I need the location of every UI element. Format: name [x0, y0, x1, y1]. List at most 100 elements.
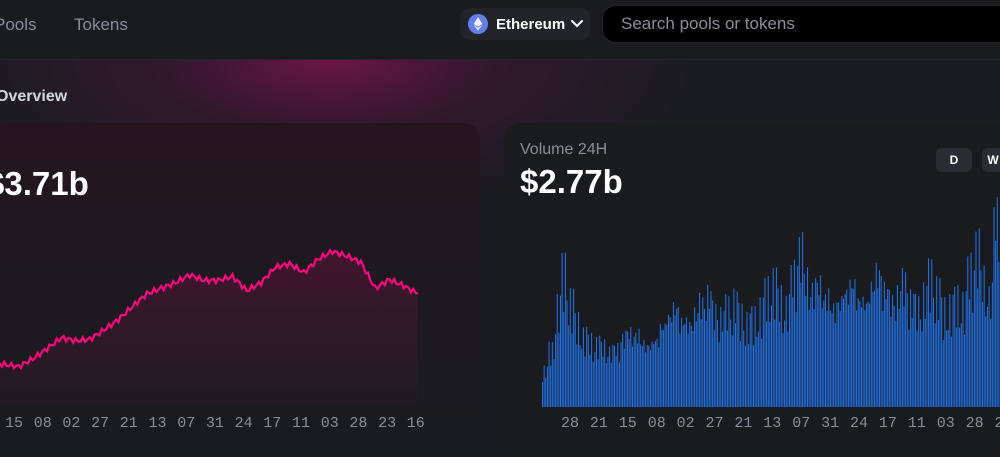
volume-bar: [991, 282, 993, 407]
volume-bar: [746, 311, 748, 407]
timeframe-day-button[interactable]: D: [936, 148, 972, 172]
volume-bar: [860, 307, 862, 407]
volume-bar: [542, 382, 544, 407]
volume-bar: [942, 340, 944, 407]
volume-bar: [810, 297, 812, 407]
volume-bar: [852, 289, 854, 407]
volume-bar: [548, 341, 550, 407]
volume-bar: [690, 325, 692, 407]
volume-bar: [582, 327, 584, 407]
volume-bar: [800, 282, 802, 407]
volume-bar: [627, 331, 629, 407]
volume-bar: [939, 278, 941, 407]
volume-bar: [697, 313, 699, 407]
volume-bar: [689, 322, 691, 407]
volume-bar: [651, 341, 653, 407]
timeframe-week-button[interactable]: W: [982, 148, 1000, 172]
volume-bar: [594, 352, 596, 407]
volume-bar: [618, 362, 620, 407]
volume-bar: [587, 334, 589, 407]
volume-bar: [633, 336, 635, 407]
volume-bar: [842, 298, 845, 407]
volume-bar: [851, 288, 853, 407]
volume-x-tick-label: 24: [850, 415, 868, 432]
volume-bar: [597, 359, 599, 407]
volume-bar: [782, 333, 784, 407]
volume-x-tick-label: 28: [966, 415, 984, 432]
volume-bar: [682, 325, 684, 407]
volume-bar: [556, 293, 558, 407]
volume-bar: [944, 297, 946, 407]
volume-bar: [595, 336, 598, 407]
volume-bar: [982, 301, 984, 407]
volume-bar: [869, 303, 871, 407]
volume-bar: [921, 331, 923, 407]
volume-bar: [574, 313, 576, 407]
volume-bar: [986, 306, 988, 407]
volume-bar: [687, 333, 689, 407]
volume-bar: [998, 261, 1000, 407]
tvl-x-tick-label: 24: [235, 415, 253, 432]
volume-bar: [919, 319, 921, 407]
volume-bar: [954, 286, 956, 407]
volume-bar: [829, 310, 831, 407]
volume-bar: [615, 356, 617, 407]
volume-bar: [584, 356, 586, 407]
volume-bar: [793, 259, 795, 407]
volume-x-tick-label: 20: [994, 415, 1000, 432]
volume-bar: [924, 318, 926, 407]
volume-bar: [692, 331, 694, 407]
volume-bar: [555, 334, 557, 407]
volume-bar: [607, 356, 609, 407]
volume-bar: [766, 321, 768, 407]
volume-bar: [856, 310, 858, 407]
volume-bar: [993, 206, 995, 407]
volume-bar: [875, 262, 877, 407]
volume-x-tick-label: 31: [821, 415, 839, 432]
network-selector[interactable]: Ethereum: [460, 8, 590, 40]
volume-bar: [661, 329, 663, 407]
volume-bar: [833, 303, 835, 407]
volume-bar: [592, 362, 594, 407]
tvl-x-tick-label: 27: [91, 415, 109, 432]
search-input[interactable]: [603, 6, 1000, 42]
volume-bar: [901, 268, 903, 407]
volume-bar: [923, 282, 925, 407]
ethereum-icon: [468, 14, 488, 34]
volume-bar: [905, 272, 907, 407]
volume-bar: [820, 275, 822, 407]
volume-bar: [872, 292, 874, 407]
tvl-value: $3.71b: [0, 165, 89, 202]
volume-bar: [721, 331, 723, 407]
tvl-x-tick-label: 13: [148, 415, 166, 432]
volume-bar: [774, 319, 776, 407]
volume-bar: [553, 359, 555, 407]
volume-bar: [834, 323, 836, 407]
volume-bar: [695, 321, 697, 407]
volume-bar: [896, 285, 898, 407]
volume-bar: [975, 231, 977, 407]
nav-tokens-link[interactable]: Tokens: [74, 15, 128, 34]
volume-bar: [972, 312, 974, 407]
volume-bar: [816, 282, 818, 407]
volume-bar: [964, 334, 966, 407]
volume-bar: [784, 320, 786, 407]
volume-x-tick-label: 15: [619, 415, 637, 432]
volume-bar: [803, 273, 805, 407]
volume-x-tick-label: 03: [937, 415, 955, 432]
volume-bar: [620, 341, 622, 407]
volume-bar: [679, 333, 681, 407]
volume-bar: [546, 366, 548, 407]
volume-bar: [699, 292, 701, 407]
volume-bar: [636, 343, 638, 407]
tvl-x-tick-label: 11: [292, 415, 310, 432]
volume-bar: [870, 281, 872, 407]
volume-bar: [754, 306, 756, 407]
nav-pools-link[interactable]: Pools: [0, 15, 37, 34]
chevron-down-icon: [571, 20, 584, 28]
volume-bar: [985, 316, 987, 407]
volume-bar: [996, 197, 998, 407]
volume-bar: [831, 313, 833, 407]
volume-bar: [893, 306, 895, 407]
volume-bar: [677, 307, 679, 407]
